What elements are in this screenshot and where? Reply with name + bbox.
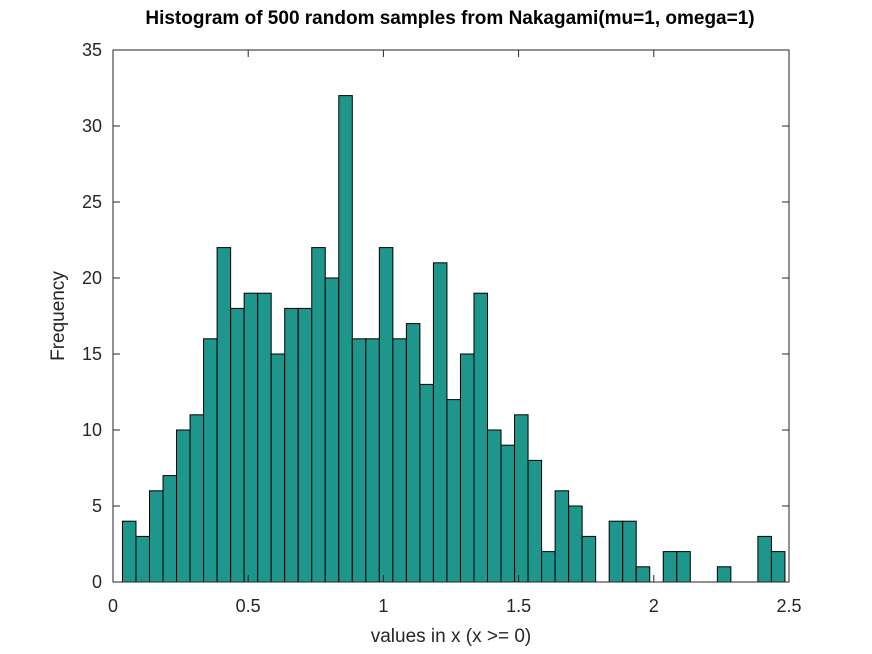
histogram-bar — [311, 247, 326, 583]
plot-frame — [112, 49, 790, 583]
histogram-bar — [527, 459, 543, 583]
histogram-bar — [635, 566, 651, 583]
chart-title: Histogram of 500 random samples from Nak… — [145, 8, 754, 29]
histogram-bar — [135, 535, 151, 583]
y-tick-label: 30 — [82, 116, 102, 136]
y-tick-label: 10 — [82, 420, 102, 440]
x-axis-label: values in x (x >= 0) — [371, 626, 532, 647]
histogram-bar — [203, 338, 218, 583]
histogram-bar — [351, 338, 367, 583]
histogram-bar — [514, 414, 529, 583]
histogram-bar — [473, 292, 489, 583]
histogram-bar — [392, 338, 407, 583]
histogram-bar — [162, 475, 178, 583]
histogram-bar — [284, 307, 299, 583]
histogram-bar — [446, 399, 461, 583]
histogram-bar — [500, 444, 516, 583]
histogram-bar — [230, 307, 245, 583]
histogram-bar — [716, 566, 732, 583]
histogram-bar — [487, 429, 502, 583]
histogram-bar — [622, 520, 637, 583]
x-tick-label: 0 — [108, 596, 118, 616]
y-tick-label: 5 — [92, 496, 102, 516]
histogram-bar — [608, 520, 624, 583]
histogram-bar — [257, 292, 272, 583]
x-tick-label: 1.5 — [506, 596, 531, 616]
histogram-bar — [176, 429, 191, 583]
histogram-bar — [121, 520, 137, 583]
y-tick-label: 20 — [82, 268, 102, 288]
y-axis-label: Frequency — [48, 271, 69, 361]
histogram-bar — [149, 490, 164, 583]
histogram-bar — [324, 277, 340, 583]
histogram-bar — [581, 535, 597, 583]
ticks-group: 0 0.5 1 1.5 2 2.5 0 5 10 15 20 25 30 35 — [82, 40, 802, 616]
histogram-bar — [338, 95, 353, 583]
histogram-bar — [378, 247, 394, 583]
x-tick-label: 0.5 — [236, 596, 261, 616]
histogram-bar — [432, 262, 448, 583]
histogram-bar — [297, 307, 313, 583]
histogram-bar — [662, 551, 678, 583]
histogram-bar — [676, 551, 691, 583]
histogram-bar — [243, 292, 259, 583]
histogram-bar — [189, 414, 205, 583]
histogram-bar — [757, 535, 772, 583]
x-tick-label: 2 — [649, 596, 659, 616]
x-tick-label: 1 — [378, 596, 388, 616]
histogram-bar — [419, 383, 434, 583]
bars-group — [121, 95, 786, 583]
histogram-bar — [216, 247, 232, 583]
histogram-bar — [270, 353, 286, 583]
histogram-bar — [568, 505, 583, 583]
histogram-bar — [459, 353, 475, 583]
y-tick-label: 35 — [82, 40, 102, 60]
histogram-bar — [365, 338, 380, 583]
y-tick-label: 25 — [82, 192, 102, 212]
histogram-bar — [405, 323, 421, 583]
x-tick-label: 2.5 — [776, 596, 801, 616]
histogram-bar — [770, 551, 786, 583]
y-tick-label: 0 — [92, 572, 102, 592]
histogram-bar — [541, 551, 556, 583]
histogram-bar — [554, 490, 570, 583]
y-tick-label: 15 — [82, 344, 102, 364]
